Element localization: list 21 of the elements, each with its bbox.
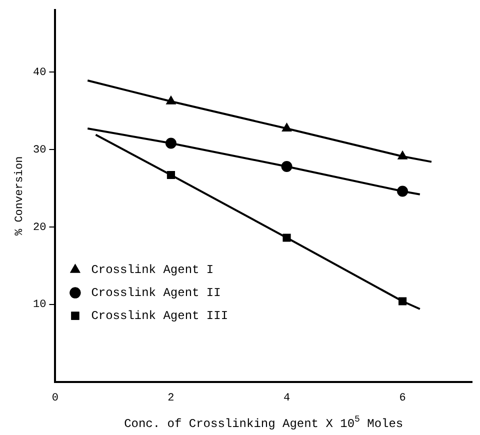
x-tick-label: 0 <box>52 392 59 404</box>
point <box>165 138 176 149</box>
legend-label: Crosslink Agent II <box>91 286 221 300</box>
x-tick-label: 2 <box>168 392 174 404</box>
legend-label: Crosslink Agent III <box>91 308 228 323</box>
point <box>282 234 291 242</box>
legend-label: Crosslink Agent I <box>91 262 214 277</box>
point <box>166 170 176 180</box>
point <box>398 297 407 306</box>
x-tick-label: 6 <box>399 392 406 404</box>
point <box>397 186 408 197</box>
x-tick-label: 4 <box>283 392 290 404</box>
y-axis-title: % Conversion <box>14 156 26 236</box>
point <box>398 150 408 160</box>
point <box>282 123 292 132</box>
y-tick-label: 30 <box>33 144 46 156</box>
point <box>166 96 176 104</box>
y-tick-label: 10 <box>33 299 46 312</box>
y-tick-label: 20 <box>33 222 46 234</box>
point <box>281 160 292 172</box>
y-tick-label: 40 <box>33 66 46 79</box>
